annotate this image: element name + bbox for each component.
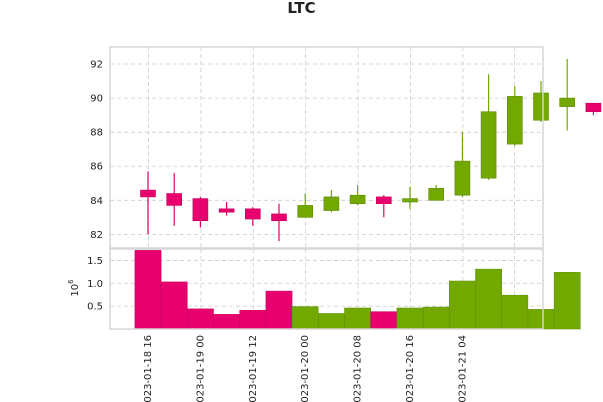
price-panel: 82 84 86 88 90 92 bbox=[90, 46, 602, 249]
volume-multiplier-base: 10 bbox=[70, 284, 81, 297]
candle-body bbox=[140, 189, 156, 198]
volume-bar bbox=[291, 306, 319, 330]
candle-body bbox=[506, 96, 523, 145]
x-tick-labels: 023-01-18 16 023-01-19 00 023-01-19 12 023-… bbox=[143, 335, 468, 402]
x-tick-label: 023-01-21 04 bbox=[457, 335, 468, 402]
volume-bar bbox=[449, 280, 476, 330]
volume-panel-frame bbox=[109, 248, 544, 330]
price-y-tick-label: 88 bbox=[90, 128, 103, 139]
volume-bar bbox=[344, 307, 371, 330]
volume-bar bbox=[160, 281, 188, 330]
candle-body bbox=[218, 208, 235, 213]
volume-panel: 0.5 1.0 1.5 106 bbox=[67, 248, 581, 330]
price-y-tick-label: 90 bbox=[90, 94, 103, 105]
price-y-tick-label: 86 bbox=[90, 162, 103, 173]
candles bbox=[140, 58, 602, 242]
price-y-ticks: 82 84 86 88 90 92 bbox=[90, 60, 103, 241]
volume-bar bbox=[187, 308, 214, 330]
volume-bar bbox=[265, 290, 293, 330]
candle-body bbox=[245, 208, 261, 220]
volume-multiplier-exponent: 6 bbox=[67, 279, 75, 284]
volume-bar bbox=[239, 310, 267, 330]
volume-bar bbox=[213, 314, 240, 330]
volume-bar bbox=[527, 309, 555, 330]
volume-bar bbox=[475, 268, 502, 330]
candle-body bbox=[454, 160, 471, 196]
volume-y-tick-label: 0.5 bbox=[87, 302, 103, 313]
price-y-tick-label: 84 bbox=[90, 196, 103, 207]
volume-multiplier: 106 bbox=[67, 279, 81, 297]
candle-body bbox=[323, 196, 340, 211]
x-tick-label: 023-01-19 12 bbox=[248, 335, 259, 402]
candle-body bbox=[428, 188, 445, 201]
volume-bar bbox=[553, 272, 581, 330]
volume-bar bbox=[134, 250, 162, 330]
volume-bars bbox=[134, 250, 581, 330]
candle-body bbox=[166, 193, 182, 206]
x-tick-label: 023-01-18 16 bbox=[143, 335, 154, 402]
candle-body bbox=[375, 196, 392, 205]
x-tick-label: 023-01-19 00 bbox=[195, 335, 206, 402]
volume-y-tick-label: 1.5 bbox=[87, 256, 103, 267]
candle-body bbox=[533, 92, 549, 121]
volume-y-ticks: 0.5 1.0 1.5 bbox=[87, 256, 103, 313]
candle-body bbox=[297, 205, 314, 218]
price-y-tick-label: 82 bbox=[90, 230, 103, 241]
candle-body bbox=[402, 198, 418, 203]
candle-body bbox=[349, 194, 366, 205]
price-grid bbox=[110, 47, 543, 248]
price-y-tick-label: 92 bbox=[90, 60, 103, 71]
chart-title: LTC bbox=[287, 0, 315, 17]
candle-body bbox=[192, 198, 209, 222]
candle-body bbox=[271, 213, 287, 222]
price-panel-frame bbox=[109, 46, 544, 249]
x-tick-label: 023-01-20 00 bbox=[300, 335, 311, 402]
x-tick-label: 023-01-20 08 bbox=[353, 335, 364, 402]
volume-bar bbox=[501, 294, 529, 330]
volume-bar bbox=[396, 307, 424, 330]
candle-body bbox=[585, 102, 602, 113]
volume-bar bbox=[422, 306, 450, 330]
candle-body bbox=[480, 111, 497, 179]
volume-bar bbox=[318, 313, 345, 330]
svg-text:106: 106 bbox=[67, 279, 81, 297]
volume-y-tick-label: 1.0 bbox=[87, 279, 103, 290]
candle-body bbox=[559, 97, 576, 107]
volume-bar bbox=[370, 311, 398, 330]
x-tick-label: 023-01-20 16 bbox=[405, 335, 416, 402]
